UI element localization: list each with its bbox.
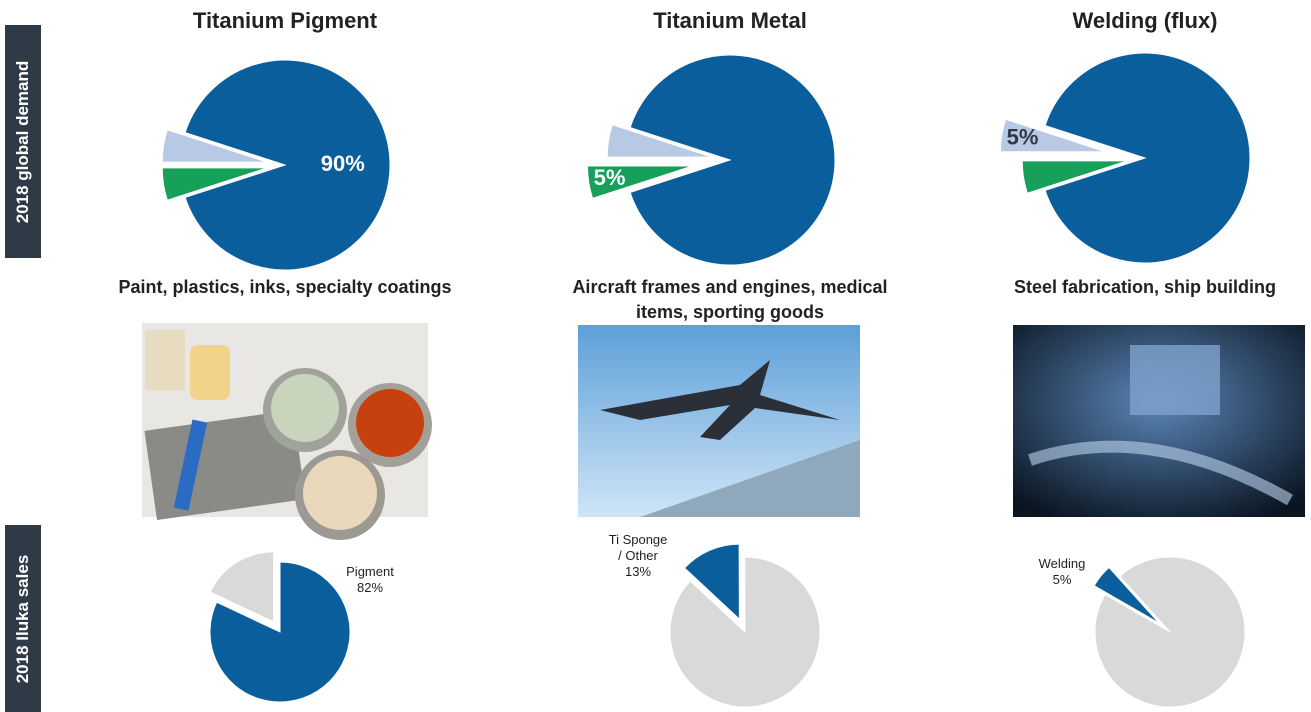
pie-slice bbox=[1094, 556, 1246, 708]
row-label-text: 2018 Iluka sales bbox=[13, 554, 32, 683]
value-label: 5% bbox=[594, 165, 626, 190]
category-label: Pigment bbox=[346, 564, 394, 579]
slice-label: Ti Sponge / Other 13% bbox=[606, 532, 670, 580]
caption: Paint, plastics, inks, specialty coating… bbox=[118, 277, 452, 297]
row-label-text: 2018 global demand bbox=[13, 60, 32, 223]
pie-slice bbox=[999, 118, 1106, 153]
category-label: Ti Sponge / Other bbox=[608, 532, 668, 563]
row-label: 2018 global demand bbox=[5, 25, 41, 258]
value-label: 13% bbox=[624, 564, 652, 579]
photo-paint bbox=[142, 323, 432, 540]
pie-slice bbox=[161, 167, 268, 201]
value-label: 82% bbox=[356, 580, 384, 595]
row-label: 2018 Iluka sales bbox=[5, 525, 41, 712]
pie-slice bbox=[184, 59, 391, 271]
photo-plane bbox=[578, 325, 860, 517]
chart-title: Titanium Metal bbox=[653, 8, 807, 33]
pie-slice bbox=[1093, 566, 1160, 624]
pie-slice bbox=[606, 124, 713, 158]
category-label: Welding bbox=[1038, 556, 1086, 571]
value-label: 5% bbox=[1052, 572, 1072, 587]
value-label: 5% bbox=[1007, 124, 1039, 149]
pie-slice bbox=[683, 543, 740, 621]
pie-slice bbox=[586, 165, 693, 200]
slice-label: Welding 5% bbox=[1027, 556, 1097, 588]
pie-slice bbox=[209, 551, 275, 623]
value-label: 90% bbox=[321, 151, 365, 176]
pie-slice bbox=[669, 556, 821, 708]
chart-title: Titanium Pigment bbox=[192, 8, 378, 33]
pie-slice bbox=[1044, 52, 1251, 264]
slice-label: Pigment 82% bbox=[330, 564, 410, 596]
pie-slice bbox=[629, 54, 836, 266]
caption: Steel fabrication, ship building bbox=[1013, 277, 1277, 297]
photo-welding bbox=[1013, 325, 1305, 517]
pie-slice bbox=[161, 129, 268, 163]
chart-title: Welding (flux) bbox=[1072, 8, 1218, 33]
caption: Aircraft frames and engines, medical ite… bbox=[572, 277, 888, 322]
pie-slice bbox=[1021, 160, 1128, 194]
pie-slice bbox=[209, 561, 351, 703]
